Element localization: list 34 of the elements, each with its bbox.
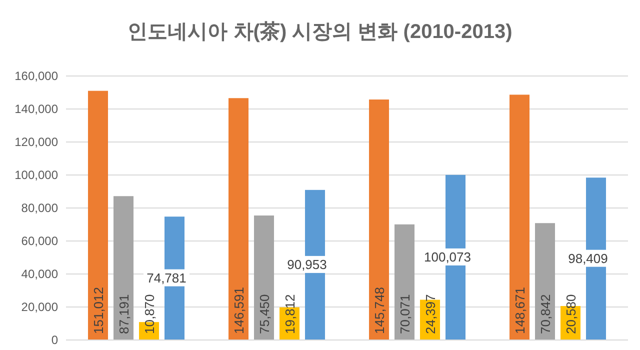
data-label: 19,812 [282, 294, 298, 334]
data-label: 100,073 [424, 249, 471, 264]
data-label: 145,748 [372, 287, 387, 334]
data-label: 70,071 [398, 294, 412, 334]
data-label: 10,870 [142, 294, 157, 334]
bar [369, 100, 389, 340]
data-label: 74,781 [146, 270, 186, 286]
y-tick-label: 60,000 [21, 234, 58, 248]
data-label: 90,953 [287, 256, 327, 272]
data-label: 151,012 [91, 287, 106, 334]
data-label: 75,450 [257, 294, 272, 334]
y-tick-label: 120,000 [14, 135, 58, 149]
y-tick-label: 0 [51, 333, 58, 347]
y-tick-label: 80,000 [21, 201, 58, 215]
bar [510, 94, 530, 340]
bar [114, 196, 134, 340]
data-label: 87,191 [116, 294, 132, 334]
data-label: 146,591 [232, 287, 246, 334]
bar [254, 216, 274, 340]
data-label: 98,409 [568, 250, 608, 266]
data-label: 148,671 [512, 287, 528, 334]
bar [394, 224, 414, 340]
bar [228, 98, 248, 340]
y-tick-label: 140,000 [14, 102, 58, 116]
y-tick-label: 40,000 [21, 267, 58, 281]
chart-title: 인도네시아 차(茶) 시장의 변화 (2010-2013) [128, 21, 512, 43]
data-label: 20,580 [564, 294, 578, 334]
y-tick-label: 160,000 [14, 69, 58, 83]
data-label: 24,397 [423, 294, 438, 334]
data-label: 70,842 [538, 294, 553, 334]
bar [88, 90, 108, 340]
y-tick-label: 100,000 [14, 168, 58, 182]
y-tick-label: 20,000 [21, 300, 58, 314]
bar [535, 223, 555, 340]
